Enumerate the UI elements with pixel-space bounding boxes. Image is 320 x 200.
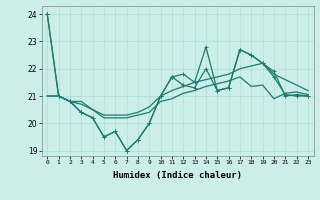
X-axis label: Humidex (Indice chaleur): Humidex (Indice chaleur) bbox=[113, 171, 242, 180]
